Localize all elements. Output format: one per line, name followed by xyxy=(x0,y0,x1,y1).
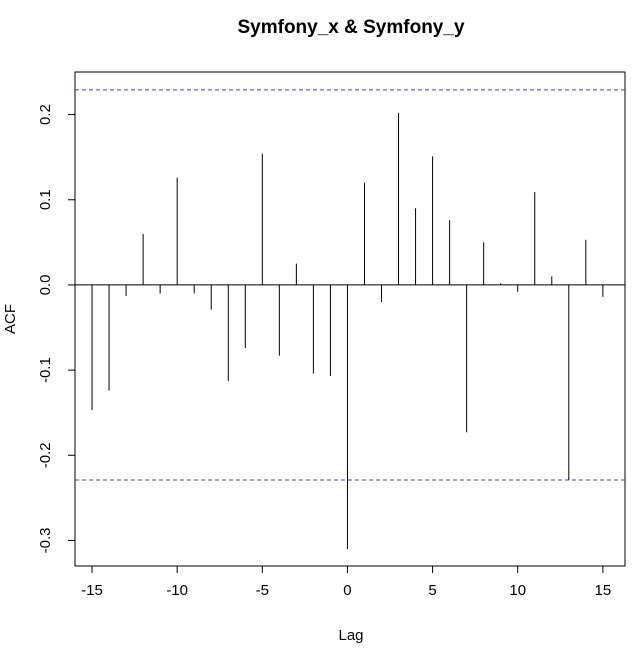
y-axis: -0.3 -0.2 -0.1 0.0 0.1 0.2 xyxy=(37,104,76,554)
acf-bars xyxy=(91,112,604,549)
y-tick-label: -0.3 xyxy=(37,528,54,554)
y-axis-label: ACF xyxy=(2,304,19,334)
x-tick-label: 5 xyxy=(428,582,436,599)
x-tick-label: -15 xyxy=(81,582,103,599)
x-tick-label: -5 xyxy=(256,582,269,599)
x-axis: -15 -10 -5 0 5 10 15 xyxy=(81,565,612,599)
x-tick-label: 10 xyxy=(509,582,526,599)
confidence-bounds xyxy=(75,89,625,481)
x-tick-label: 15 xyxy=(595,582,612,599)
y-tick-label: 0.1 xyxy=(37,189,54,210)
x-tick-label: -10 xyxy=(166,582,188,599)
y-tick-label: 0.2 xyxy=(37,104,54,125)
y-tick-label: 0.0 xyxy=(37,275,54,296)
plot-frame xyxy=(74,71,626,567)
x-tick-label: 0 xyxy=(343,582,351,599)
chart-title: Symfony_x & Symfony_y xyxy=(237,17,464,38)
x-axis-label: Lag xyxy=(338,627,363,644)
y-tick-label: -0.1 xyxy=(37,357,54,383)
y-tick-label: -0.2 xyxy=(37,442,54,468)
